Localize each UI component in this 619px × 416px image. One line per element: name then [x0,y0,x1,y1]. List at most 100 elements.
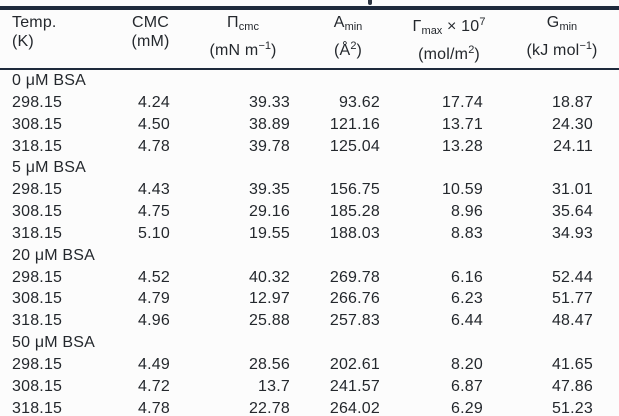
cell-cmc: 4.78 [138,137,170,155]
section-label: 20 μM BSA [12,246,96,264]
cell-cmc: 4.43 [138,181,170,199]
cell-gamma-max: 6.23 [451,290,483,308]
table-row: 308.15 4.72 13.7 241.57 6.87 47.86 [0,376,619,398]
section-label: 5 μM BSA [12,159,86,177]
cell-g-min: 35.64 [551,203,593,221]
cell-g-min: 47.86 [551,377,593,395]
unit-post: ) [591,42,598,59]
cell-a-min: 125.04 [329,137,380,155]
cell-a-min: 266.76 [329,290,380,308]
cell-temp: 308.15 [12,377,63,395]
times-ten: × 10 [442,18,480,35]
col-header-cmc: CMC (mM) [118,8,183,70]
cell-cmc: 4.52 [138,268,170,286]
unit-pre: (mol/m [418,46,469,63]
cell-cmc: 4.96 [138,312,170,330]
table-row: 318.15 4.78 22.78 264.02 6.29 51.23 [0,398,619,416]
col-header-a-min-unit: (Å2) [303,37,393,60]
col-header-g-min-name: Gmin [505,13,619,37]
table-header: Temp. (K) CMC (mM) Πcmc (mN m−1) Amin (Å… [0,8,619,70]
cell-pi-cmc: 38.89 [248,115,290,133]
cell-g-min: 18.87 [551,93,593,111]
table-row: 308.15 4.75 29.16 185.28 8.96 35.64 [0,201,619,223]
table-row: 318.15 4.78 39.78 125.04 13.28 24.11 [0,136,619,158]
gamma-subscript: max [421,25,443,37]
unit-pre: (kJ mol [526,42,580,59]
unit-post: ) [356,42,363,59]
table-row: 298.15 4.49 28.56 202.61 8.20 41.65 [0,354,619,376]
unit-pre: (Å [333,42,351,59]
cell-g-min: 34.93 [551,224,593,242]
unit-post: ) [474,46,480,63]
cell-pi-cmc: 19.55 [248,224,290,242]
cell-cmc: 4.75 [138,203,170,221]
cell-cmc: 4.50 [138,115,170,133]
header-row: Temp. (K) CMC (mM) Πcmc (mN m−1) Amin (Å… [0,8,619,70]
section-row: 5 μM BSA [0,157,619,179]
cell-temp: 298.15 [12,268,63,286]
cell-pi-cmc: 22.78 [248,399,290,416]
unit-sup: 2 [468,44,475,56]
cell-g-min: 31.01 [551,181,593,199]
col-header-gamma-max-name: Γmax × 107 [393,13,505,41]
pi-subscript: cmc [238,21,259,33]
section-row: 50 μM BSA [0,332,619,354]
col-header-g-min: Gmin (kJ mol−1) [505,8,619,70]
cell-gamma-max: 10.59 [441,181,483,199]
col-header-gamma-max: Γmax × 107 (mol/m2) [393,8,505,70]
a-symbol: A [333,14,345,31]
unit-sup: −1 [258,40,271,52]
cell-a-min: 156.75 [329,181,380,199]
a-subscript: min [344,21,363,33]
section-label: 0 μM BSA [12,72,86,89]
section-row: 20 μM BSA [0,245,619,267]
g-subscript: min [559,21,578,33]
cell-g-min: 52.44 [551,268,593,286]
thermodynamic-parameters-table: Temp. (K) CMC (mM) Πcmc (mN m−1) Amin (Å… [0,6,619,416]
cell-cmc: 4.24 [138,93,170,111]
cell-a-min: 188.03 [329,224,380,242]
cell-a-min: 185.28 [329,203,380,221]
cell-pi-cmc: 13.7 [258,377,290,395]
cell-cmc: 4.49 [138,355,170,373]
cell-pi-cmc: 40.32 [248,268,290,286]
cell-gamma-max: 6.87 [451,377,483,395]
cell-g-min: 51.77 [551,290,593,308]
table-row: 318.15 5.10 19.55 188.03 8.83 34.93 [0,223,619,245]
unit-pre: (mN m [209,42,259,59]
col-header-pi-cmc-unit: (mN m−1) [183,37,303,60]
cell-a-min: 241.57 [329,377,380,395]
exponent: 7 [479,16,486,28]
cell-pi-cmc: 29.16 [248,203,290,221]
cell-temp: 298.15 [12,93,63,111]
cell-g-min: 24.11 [553,137,593,155]
cell-temp: 318.15 [12,224,63,242]
cell-g-min: 41.65 [551,355,593,373]
col-header-a-min: Amin (Å2) [303,8,393,70]
cell-cmc: 4.72 [138,377,170,395]
cell-pi-cmc: 12.97 [248,290,290,308]
table-row: 298.15 4.52 40.32 269.78 6.16 52.44 [0,267,619,289]
cell-gamma-max: 8.20 [451,355,483,373]
col-header-temp: Temp. (K) [0,8,118,70]
cell-gamma-max: 6.29 [451,399,483,416]
cell-a-min: 257.83 [329,312,380,330]
cell-pi-cmc: 39.78 [248,137,290,155]
unit-post: ) [271,42,277,59]
table-row: 298.15 4.24 39.33 93.62 17.74 18.87 [0,92,619,114]
cell-a-min: 264.02 [329,399,380,416]
table-row: 318.15 4.96 25.88 257.83 6.44 48.47 [0,310,619,332]
cell-cmc: 4.79 [138,290,170,308]
cell-temp: 318.15 [12,137,63,155]
col-header-pi-cmc-name: Πcmc [183,13,303,37]
cell-pi-cmc: 39.33 [248,93,290,111]
cell-a-min: 202.61 [329,355,380,373]
cell-a-min: 269.78 [329,268,380,286]
unit-sup: 2 [350,40,357,52]
cell-temp: 318.15 [12,312,63,330]
cell-temp: 318.15 [12,399,63,416]
cell-temp: 308.15 [12,115,63,133]
table-row: 308.15 4.50 38.89 121.16 13.71 24.30 [0,114,619,136]
section-row: 0 μM BSA [0,69,619,92]
